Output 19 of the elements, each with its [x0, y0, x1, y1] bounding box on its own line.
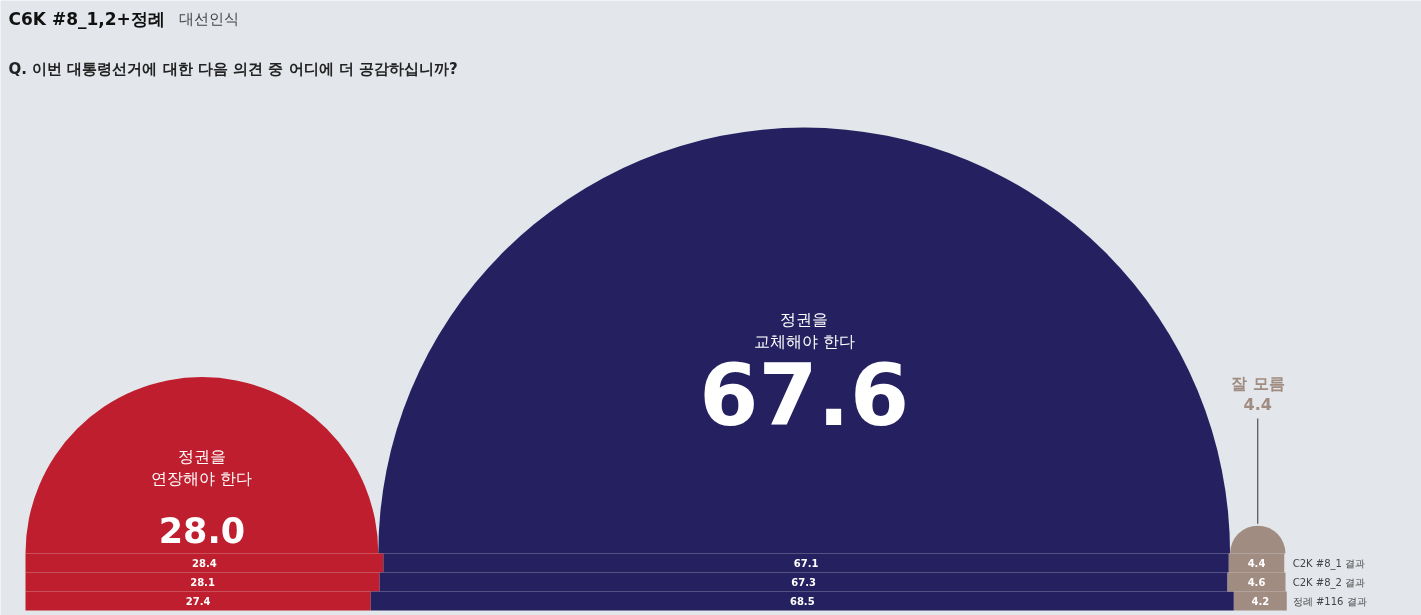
data-label: 68.5 [789, 596, 815, 607]
text: C6K #8_1,2+정례 [8, 8, 165, 29]
category-label: 잘 모름 [1230, 374, 1285, 393]
data-label: 4.4 [1243, 394, 1272, 414]
y-tick-label: C2K #8_1 결과 [1292, 557, 1366, 570]
data-label: 4.4 [1247, 558, 1266, 569]
y-tick-label: 정례 #116 결과 [1292, 595, 1367, 607]
data-label: 4.6 [1247, 577, 1266, 588]
data-label: 27.4 [185, 596, 211, 607]
data-label: 28.4 [192, 558, 217, 569]
data-label: 4.2 [1251, 596, 1270, 607]
data-label: 67.3 [791, 577, 816, 588]
y-tick-label: C2K #8_2 결과 [1292, 576, 1366, 589]
text: 대선인식 [178, 9, 239, 28]
text: Q. 이번 대통령선거에 대한 다음 의견 중 어디에 더 공감하십니까? [8, 59, 458, 78]
data-label: 28.1 [190, 577, 215, 588]
data-label: 67.1 [793, 558, 819, 569]
data-label: 28.0 [158, 511, 246, 552]
category-label: 정권을 연장해야 한다 [151, 446, 253, 488]
